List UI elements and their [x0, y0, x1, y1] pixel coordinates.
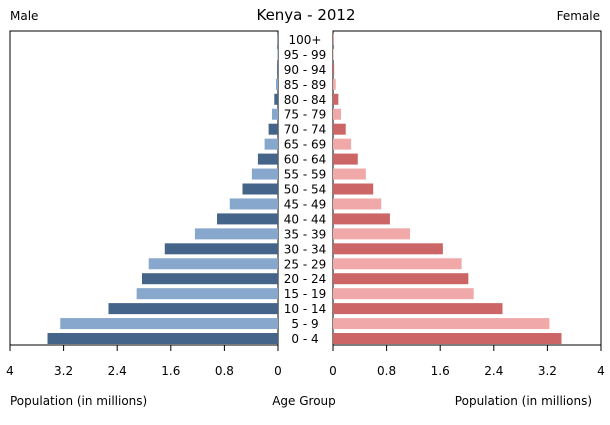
female-tick-label: 1.6	[431, 364, 450, 378]
male-tick-label: 0	[274, 364, 282, 378]
male-tick-label: 0.8	[215, 364, 234, 378]
female-bar-0-4	[333, 333, 562, 345]
age-group-label: 65 - 69	[284, 138, 327, 152]
female-tick-label: 0.8	[377, 364, 396, 378]
male-bar-80-84	[274, 93, 278, 105]
age-group-label: 50 - 54	[284, 183, 327, 197]
male-axis-label: Population (in millions)	[10, 394, 147, 408]
age-group-label: 5 - 9	[291, 317, 318, 331]
age-group-label: 45 - 49	[284, 197, 327, 211]
female-bars	[333, 33, 562, 345]
age-group-label: 55 - 59	[284, 168, 327, 182]
age-group-label: 20 - 24	[284, 272, 327, 286]
male-bar-65-69	[264, 138, 278, 150]
age-group-label: 30 - 34	[284, 242, 327, 256]
female-bar-10-14	[333, 303, 503, 315]
female-bar-85-89	[333, 78, 336, 90]
male-tick-label: 2.4	[108, 364, 127, 378]
female-bar-5-9	[333, 318, 550, 330]
female-bar-65-69	[333, 138, 352, 150]
male-bar-40-44	[217, 213, 278, 225]
male-bar-75-79	[271, 108, 278, 120]
male-bar-60-64	[257, 153, 278, 165]
age-group-label: 10 - 14	[284, 302, 327, 316]
age-group-label: 75 - 79	[284, 108, 327, 122]
male-bar-70-74	[268, 123, 278, 135]
female-bar-30-34	[333, 243, 443, 255]
age-group-label: 70 - 74	[284, 123, 327, 137]
age-group-label: 90 - 94	[284, 63, 327, 77]
female-label: Female	[557, 9, 600, 23]
age-group-axis-label: Age Group	[272, 394, 336, 408]
male-bar-95-99	[277, 48, 278, 60]
female-bar-25-29	[333, 258, 462, 270]
age-group-label: 35 - 39	[284, 227, 327, 241]
male-tick-label: 3.2	[54, 364, 73, 378]
male-bars	[47, 33, 279, 345]
female-bar-90-94	[333, 63, 335, 75]
male-bar-90-94	[277, 63, 278, 75]
female-tick-label: 2.4	[484, 364, 503, 378]
female-axis-label: Population (in millions)	[455, 394, 592, 408]
female-bar-40-44	[333, 213, 390, 225]
female-tick-label: 3.2	[538, 364, 557, 378]
female-bar-60-64	[333, 153, 358, 165]
male-bar-55-59	[251, 168, 278, 180]
male-bar-35-39	[194, 228, 278, 240]
age-group-label: 0 - 4	[291, 332, 318, 346]
female-bar-35-39	[333, 228, 411, 240]
female-bar-50-54	[333, 183, 374, 195]
male-bar-100+	[277, 33, 278, 45]
female-bar-20-24	[333, 273, 469, 285]
male-bar-30-34	[164, 243, 278, 255]
age-group-label: 25 - 29	[284, 257, 327, 271]
female-tick-label: 0	[329, 364, 337, 378]
male-bar-20-24	[141, 273, 278, 285]
chart-title: Kenya - 2012	[256, 6, 355, 24]
male-label: Male	[10, 9, 38, 23]
age-group-label: 60 - 64	[284, 153, 327, 167]
male-bar-85-89	[275, 78, 278, 90]
male-bar-5-9	[60, 318, 278, 330]
age-group-label: 15 - 19	[284, 287, 327, 301]
male-bar-45-49	[229, 198, 278, 210]
male-bar-25-29	[148, 258, 278, 270]
male-axis-ticks: 0 0.8 1.6 2.4 3.2 4	[6, 345, 282, 378]
female-axis-ticks: 0 0.8 1.6 2.4 3.2 4	[329, 345, 605, 378]
female-bar-95-99	[333, 48, 334, 60]
female-bar-75-79	[333, 108, 342, 120]
age-group-label: 85 - 89	[284, 78, 327, 92]
female-bar-70-74	[333, 123, 346, 135]
male-tick-label: 4	[6, 364, 14, 378]
male-bar-15-19	[136, 288, 278, 300]
age-group-label: 80 - 84	[284, 93, 327, 107]
age-group-label: 100+	[289, 33, 322, 47]
male-bar-50-54	[242, 183, 278, 195]
female-bar-55-59	[333, 168, 366, 180]
female-bar-100+	[333, 33, 334, 45]
female-bar-15-19	[333, 288, 474, 300]
age-group-label: 95 - 99	[284, 48, 327, 62]
male-tick-label: 1.6	[161, 364, 180, 378]
male-bar-10-14	[108, 303, 279, 315]
female-tick-label: 4	[597, 364, 605, 378]
male-bar-0-4	[47, 333, 278, 345]
female-bar-45-49	[333, 198, 382, 210]
female-bar-80-84	[333, 93, 339, 105]
age-group-label: 40 - 44	[284, 212, 327, 226]
